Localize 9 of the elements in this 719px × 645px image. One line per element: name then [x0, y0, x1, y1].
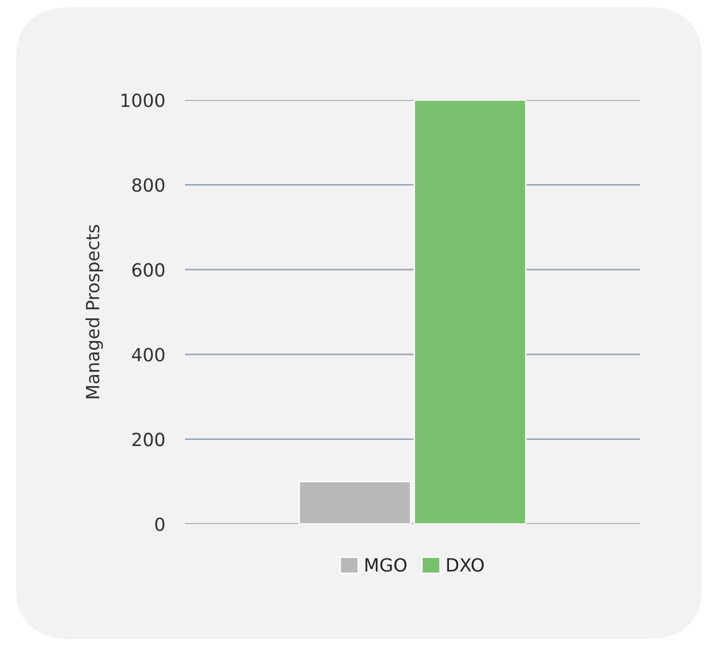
y-tick-label: 200: [132, 432, 164, 446]
legend-label: DXO: [447, 558, 484, 572]
y-tick-label: 400: [132, 348, 164, 362]
y-axis-title: Managed Prospects: [85, 224, 103, 398]
y-tick-label: 0: [155, 517, 164, 532]
legend-label: MGO: [365, 558, 406, 572]
y-tick-label: 1000: [122, 93, 164, 108]
y-tick-label: 600: [132, 263, 164, 277]
y-tick-label: 800: [132, 178, 164, 192]
